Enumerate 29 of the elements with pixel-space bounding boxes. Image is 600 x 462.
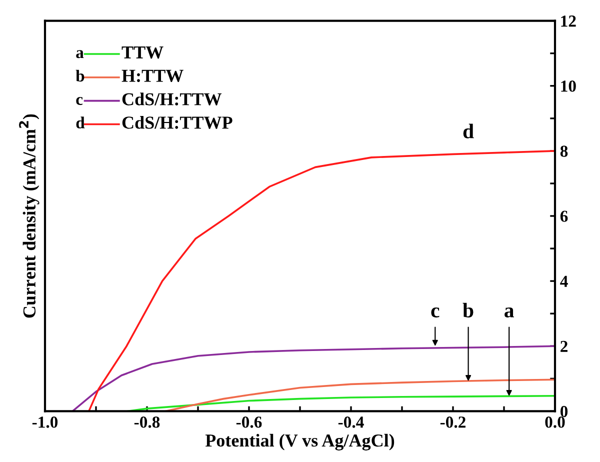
y-tick-label: 2 xyxy=(560,340,568,352)
y-tick-label: 8 xyxy=(560,146,568,157)
annotation: a xyxy=(76,50,84,58)
annotation: c xyxy=(76,96,83,105)
annotation: b xyxy=(462,302,474,318)
annotation: a xyxy=(504,308,514,318)
annotation: d xyxy=(463,124,474,138)
y-tick-label: 0 xyxy=(560,406,568,418)
line-series xyxy=(88,150,555,412)
x-axis-title: Potential (V vs Ag/AgCl) xyxy=(205,434,394,450)
legend-label: TTW xyxy=(122,46,164,59)
y-tick-label: 6 xyxy=(560,210,568,222)
y-tick-label: 4 xyxy=(560,276,568,287)
line-series xyxy=(72,345,555,412)
x-tick-label: 0.0 xyxy=(545,416,565,428)
y-axis-title: Current density (mA/cm$^{2}$) xyxy=(19,114,40,318)
annotation: b xyxy=(76,70,84,82)
x-tick-label: -0.4 xyxy=(338,416,364,428)
legend-label: CdS/H:TTWP xyxy=(122,116,232,129)
y-tick-label: 12 xyxy=(561,16,576,27)
x-tick-label: -0.2 xyxy=(440,416,466,428)
legend-label: H:TTW xyxy=(122,70,184,82)
legend-label: CdS/H:TTW xyxy=(122,92,222,106)
annotation: c xyxy=(431,307,440,318)
x-tick-label: -0.8 xyxy=(134,416,160,428)
annotation: d xyxy=(76,116,85,128)
y-tick-label: 10 xyxy=(561,80,576,92)
x-tick-label: -1.0 xyxy=(32,416,58,428)
x-tick-label: -0.6 xyxy=(236,416,262,428)
